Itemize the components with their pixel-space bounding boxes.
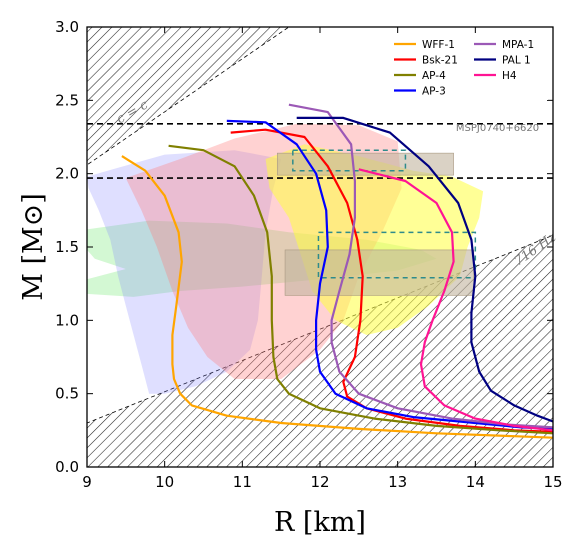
legend-label: AP-3 — [422, 86, 446, 98]
dashed-constraint-box-9 — [317, 231, 477, 279]
series-h4 — [358, 168, 553, 432]
x-axis-label: R [km] — [274, 507, 366, 538]
y-axis-label: M [M⊙] — [18, 193, 49, 301]
y-tick-label: 2.0 — [55, 165, 79, 183]
legend-label: WFF-1 — [422, 39, 455, 51]
legend-label: AP-4 — [422, 70, 446, 82]
eos-curves — [121, 103, 553, 439]
x-tick-label: 9 — [82, 473, 92, 491]
series-bsk-21 — [230, 128, 553, 433]
y-tick-label: 3.0 — [55, 18, 79, 36]
dashed-constraint-box-8 — [292, 149, 407, 172]
series-ap-3 — [226, 119, 553, 430]
series-ap-4 — [168, 144, 553, 435]
constraint-box-7 — [284, 249, 475, 296]
legend-box — [388, 36, 548, 100]
x-tick-label: 13 — [388, 473, 407, 491]
axis-ticks: 9 10 11 12 13 14 15 0.0 0.5 1.0 1.5 2.0 2.5 3.0 — [55, 18, 562, 491]
series-pal-1 — [296, 116, 553, 423]
y-tick-label: 1.5 — [55, 238, 79, 256]
legend: WFF-1 Bsk-21 AP-4 AP-3 MPA-1 PAL 1 H4 — [388, 36, 548, 100]
x-tick-label: 11 — [233, 473, 252, 491]
reference-lines — [87, 123, 553, 179]
x-tick-label: 10 — [155, 473, 174, 491]
annotation-1: MSPJ0740+6620 — [456, 123, 539, 134]
y-tick-label: 0.5 — [55, 385, 79, 403]
y-tick-label: 2.5 — [55, 91, 79, 109]
y-tick-label: 0.0 — [55, 458, 79, 476]
x-tick-label: 15 — [543, 473, 562, 491]
legend-label: PAL 1 — [502, 55, 531, 67]
x-tick-label: 14 — [466, 473, 485, 491]
y-tick-label: 1.0 — [55, 311, 79, 329]
series-wff-1 — [121, 155, 553, 439]
legend-label: MPA-1 — [502, 39, 534, 51]
legend-label: Bsk-21 — [422, 55, 458, 67]
series-mpa-1 — [288, 103, 553, 429]
hatched-region-0 — [87, 27, 290, 166]
confidence-region-3 — [87, 150, 282, 394]
legend-label: H4 — [502, 70, 517, 82]
x-tick-label: 12 — [310, 473, 329, 491]
